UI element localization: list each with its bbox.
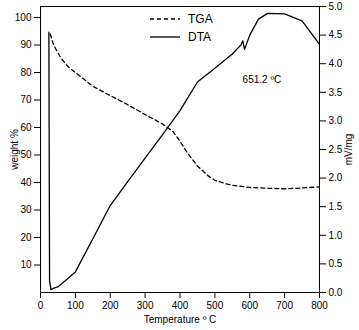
html-text:DTA: DTA (188, 30, 212, 44)
svg-text:800: 800 (311, 300, 328, 311)
svg-text:0: 0 (38, 300, 44, 311)
svg-text:200: 200 (102, 300, 119, 311)
svg-text:600: 600 (241, 300, 258, 311)
svg-text:10: 10 (20, 259, 32, 270)
svg-text:100: 100 (67, 300, 84, 311)
svg-text:300: 300 (137, 300, 154, 311)
svg-text:2.5: 2.5 (329, 144, 343, 155)
svg-text:0.0: 0.0 (329, 287, 343, 298)
svg-text:weight %: weight % (9, 129, 20, 171)
svg-text:4.0: 4.0 (329, 58, 343, 69)
svg-text:Temperature º C: Temperature º C (144, 314, 217, 325)
svg-text:5.0: 5.0 (329, 1, 343, 12)
svg-text:60: 60 (20, 122, 32, 133)
svg-text:3.5: 3.5 (329, 87, 343, 98)
svg-text:50: 50 (20, 149, 32, 160)
svg-text:90: 90 (20, 39, 32, 50)
svg-text:70: 70 (20, 94, 32, 105)
svg-text:0.5: 0.5 (329, 258, 343, 269)
svg-text:mV/mg: mV/mg (343, 134, 354, 166)
svg-text:1.5: 1.5 (329, 201, 343, 212)
svg-text:700: 700 (276, 300, 293, 311)
svg-text:100: 100 (15, 12, 32, 23)
svg-text:20: 20 (20, 232, 32, 243)
svg-text:400: 400 (172, 300, 189, 311)
svg-text:80: 80 (20, 67, 32, 78)
svg-text:2.0: 2.0 (329, 172, 343, 183)
svg-text:4.5: 4.5 (329, 29, 343, 40)
svg-text:3.0: 3.0 (329, 115, 343, 126)
svg-text:1.0: 1.0 (329, 230, 343, 241)
html-text:TGA: TGA (188, 12, 213, 26)
svg-text:30: 30 (20, 204, 32, 215)
svg-text:500: 500 (207, 300, 224, 311)
svg-text:651.2 ºC: 651.2 ºC (243, 74, 282, 85)
svg-text:40: 40 (20, 177, 32, 188)
